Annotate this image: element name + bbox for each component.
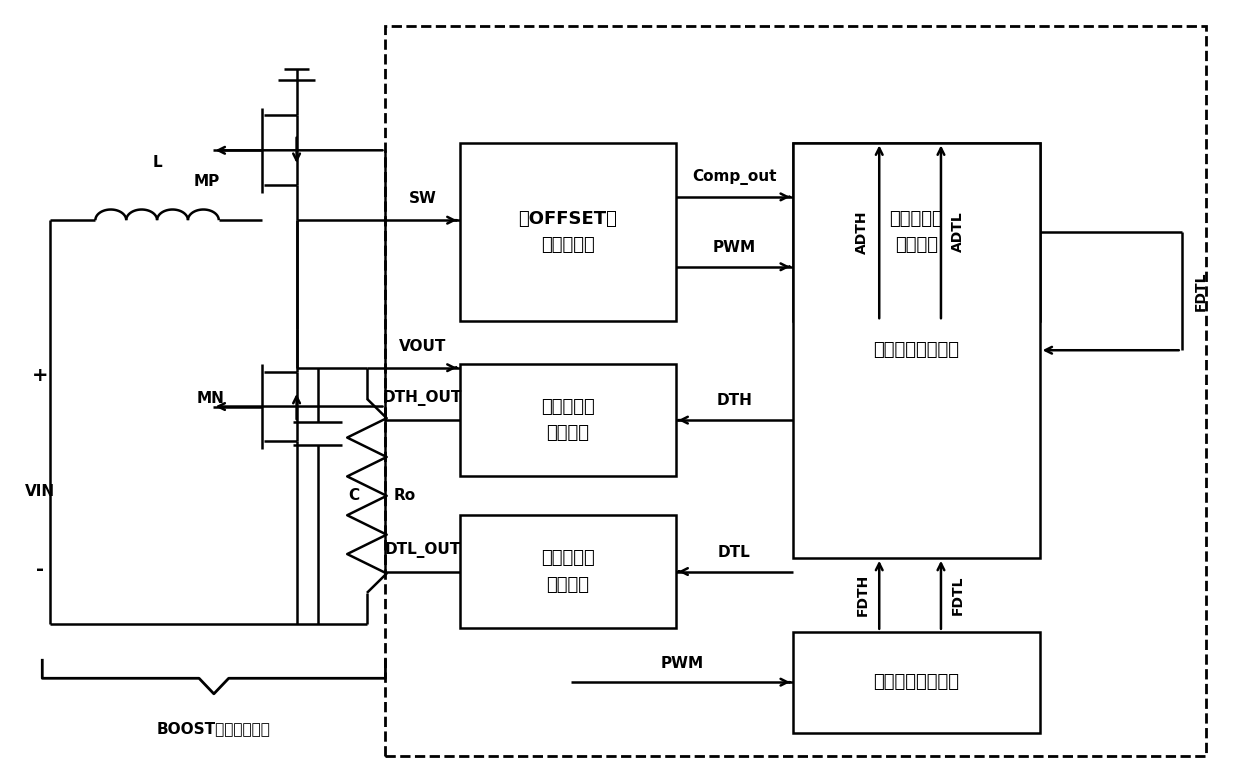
Text: ADTH: ADTH bbox=[856, 210, 869, 253]
Text: Ro: Ro bbox=[394, 488, 417, 504]
Text: L: L bbox=[153, 155, 162, 170]
Text: DTH: DTH bbox=[717, 393, 753, 408]
Text: BOOST变换器主电路: BOOST变换器主电路 bbox=[157, 721, 270, 736]
Text: MP: MP bbox=[193, 174, 219, 189]
Text: MN: MN bbox=[196, 391, 224, 407]
FancyBboxPatch shape bbox=[792, 632, 1039, 733]
Text: Comp_out: Comp_out bbox=[692, 169, 776, 185]
Text: -: - bbox=[36, 560, 43, 579]
Text: 低端功率管
驱动电路: 低端功率管 驱动电路 bbox=[541, 549, 594, 594]
Text: PWM: PWM bbox=[660, 655, 703, 670]
Text: 自适应死区
逻辑电路: 自适应死区 逻辑电路 bbox=[889, 210, 944, 254]
Text: DTL_OUT: DTL_OUT bbox=[384, 542, 460, 558]
FancyBboxPatch shape bbox=[460, 515, 676, 628]
Text: 高端功率管
驱动电路: 高端功率管 驱动电路 bbox=[541, 398, 594, 443]
Text: FDTL: FDTL bbox=[951, 575, 965, 615]
FancyBboxPatch shape bbox=[460, 142, 676, 321]
Text: PWM: PWM bbox=[713, 240, 755, 255]
Text: FDTL: FDTL bbox=[1194, 271, 1208, 310]
Text: ADTL: ADTL bbox=[951, 211, 965, 253]
Text: +: + bbox=[31, 366, 48, 385]
FancyBboxPatch shape bbox=[460, 364, 676, 476]
Text: 带OFFSET的
电压比较器: 带OFFSET的 电压比较器 bbox=[518, 210, 618, 254]
Text: C: C bbox=[348, 488, 360, 504]
Text: SW: SW bbox=[408, 192, 436, 206]
Text: DTH_OUT: DTH_OUT bbox=[383, 390, 463, 406]
Text: DTL: DTL bbox=[718, 545, 750, 560]
Text: VIN: VIN bbox=[25, 484, 55, 500]
Text: FDTH: FDTH bbox=[856, 574, 869, 616]
Text: 死区选择判断电路: 死区选择判断电路 bbox=[873, 341, 960, 359]
Text: 固定死区产生电路: 固定死区产生电路 bbox=[873, 673, 960, 691]
Text: VOUT: VOUT bbox=[399, 339, 446, 353]
FancyBboxPatch shape bbox=[792, 142, 1039, 321]
FancyBboxPatch shape bbox=[792, 142, 1039, 558]
